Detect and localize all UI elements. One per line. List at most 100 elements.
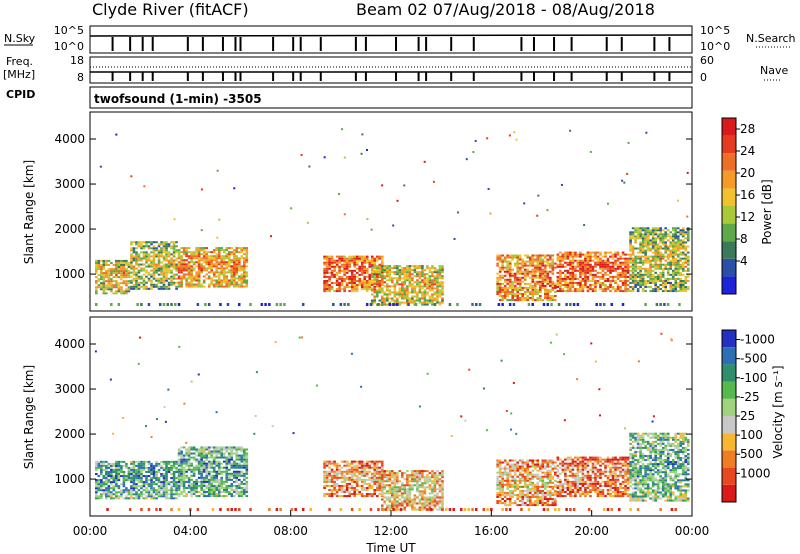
heat-cell: [232, 259, 236, 262]
heat-cell: [631, 263, 635, 266]
heat-cell: [586, 265, 590, 268]
heat-cell: [391, 494, 394, 497]
heat-cell: [656, 279, 660, 282]
heat-cell: [549, 278, 552, 281]
heat-cell: [639, 281, 642, 284]
heat-cell: [207, 480, 211, 483]
heat-cell: [207, 482, 211, 485]
heat-cell: [355, 288, 359, 291]
heat-cell: [142, 279, 146, 282]
heat-cell: [195, 458, 198, 461]
heat-cell: [686, 227, 690, 230]
heat-cell: [664, 227, 668, 230]
heat-cell: [150, 495, 153, 498]
heat-cell: [120, 278, 123, 281]
heat-cell: [496, 282, 499, 285]
heat-cell: [686, 269, 690, 272]
heat-cell: [574, 259, 577, 262]
heat-cell: [631, 261, 635, 264]
heat-cell: [626, 265, 630, 268]
heat-cell: [162, 269, 166, 272]
heat-cell: [614, 267, 617, 270]
heat-cell: [365, 460, 369, 463]
heat-cell: [365, 474, 369, 477]
heat-cell: [669, 283, 673, 287]
heat-cell: [323, 460, 326, 463]
heat-cell: [145, 487, 148, 490]
heat-cell: [207, 493, 211, 496]
heat-cell: [363, 478, 367, 481]
heat-cell: [664, 235, 668, 238]
heat-cell: [137, 265, 141, 268]
nave-tick-bottom: 0: [700, 71, 707, 84]
heat-cell: [373, 279, 377, 282]
heat-cell: [428, 297, 432, 300]
heat-cell: [135, 273, 138, 276]
heat-cell: [616, 286, 620, 289]
heat-cell: [102, 292, 106, 295]
heat-cell: [516, 272, 520, 275]
heat-cell: [243, 448, 246, 451]
heat-cell: [601, 290, 605, 293]
heat-cell: [656, 286, 660, 289]
heat-cell: [227, 458, 231, 461]
heat-cell: [353, 273, 356, 276]
heat-cell: [348, 462, 351, 465]
heat-cell: [671, 271, 675, 274]
heat-cell: [137, 466, 141, 469]
heat-cell: [102, 460, 106, 463]
heat-cell: [533, 266, 537, 269]
heat-cell: [240, 460, 244, 463]
heat-cell: [601, 263, 605, 266]
heat-cell: [599, 251, 602, 254]
heat-cell: [102, 468, 106, 471]
heat-cell: [536, 258, 540, 261]
heat-cell: [107, 276, 111, 279]
heat-cell: [581, 283, 585, 287]
heat-cell: [95, 280, 98, 283]
heat-cell: [406, 488, 409, 491]
heat-cell: [649, 239, 652, 242]
heat-cell: [666, 229, 670, 232]
freq-frame: [89, 56, 693, 84]
heat-cell: [604, 251, 607, 254]
heat-cell: [546, 297, 550, 300]
heat-cell: [366, 217, 369, 220]
heat-cell: [398, 295, 402, 298]
heat-cell: [521, 288, 525, 291]
heat-cell: [681, 288, 685, 291]
heat-cell: [363, 261, 367, 264]
heat-cell: [130, 479, 133, 482]
heat-cell: [332, 303, 335, 306]
heat-cell: [172, 473, 176, 476]
heat-cell: [95, 495, 98, 498]
heat-cell: [388, 504, 392, 507]
heat-cell: [135, 495, 138, 498]
heat-cell: [549, 258, 552, 261]
nsky-frame: [89, 25, 693, 54]
heat-cell: [210, 464, 213, 467]
heat-cell: [210, 454, 213, 457]
heat-cell: [416, 281, 419, 284]
heat-cell: [403, 478, 407, 481]
heat-cell: [659, 229, 662, 232]
heat-cell: [431, 476, 434, 479]
heat-cell: [210, 277, 213, 280]
heat-cell: [651, 290, 655, 293]
heat-cell: [197, 273, 201, 276]
heat-cell: [375, 279, 379, 282]
heat-cell: [661, 247, 665, 250]
heat-cell: [428, 275, 432, 278]
heat-cell: [584, 263, 587, 266]
heat-cell: [393, 504, 397, 507]
heat-cell: [180, 285, 183, 288]
heat-cell: [182, 488, 186, 492]
heat-cell: [621, 283, 625, 287]
heat-cell: [411, 476, 414, 479]
heat-cell: [345, 281, 349, 284]
heat-cell: [549, 270, 552, 273]
heat-cell: [105, 274, 108, 277]
heat-cell: [190, 265, 193, 268]
heat-cell: [222, 470, 226, 473]
heat-cell: [659, 267, 662, 270]
